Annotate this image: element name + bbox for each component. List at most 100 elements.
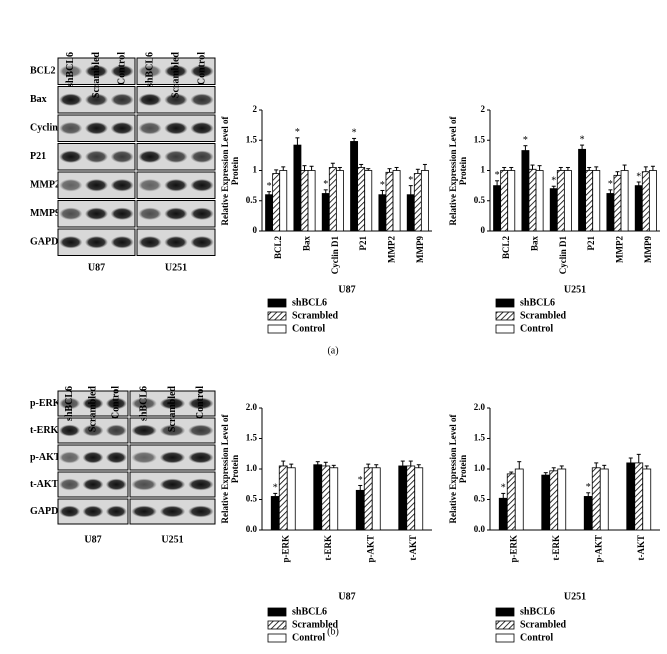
- legend-swatch: [495, 311, 515, 321]
- y-axis-label: Relative Expression Level of Protein: [448, 414, 468, 524]
- blot-band: [105, 451, 127, 464]
- blot-band: [138, 178, 162, 192]
- blot-band: [131, 397, 157, 410]
- lane-label: Control: [196, 52, 207, 85]
- significance-marker: *: [267, 181, 272, 192]
- legend-label: Scrambled: [520, 619, 567, 630]
- blot-band: [138, 121, 162, 135]
- blot-band: [164, 150, 188, 164]
- blot-band: [59, 121, 83, 135]
- bar: [270, 496, 280, 531]
- blot-band: [84, 178, 109, 192]
- blot-band: [188, 451, 214, 464]
- blot-band: [190, 150, 214, 164]
- blot-band: [59, 64, 83, 78]
- blot-band: [110, 207, 134, 221]
- blot-band: [159, 397, 186, 410]
- legend-swatch: [495, 298, 515, 308]
- bar: [549, 470, 559, 531]
- blot-band: [138, 235, 162, 249]
- x-tick-label: MMP2: [615, 236, 625, 263]
- group-label: U87: [84, 534, 101, 545]
- y-tick-label: 1: [253, 165, 258, 175]
- blot-band: [159, 451, 186, 464]
- blot-band: [138, 64, 162, 78]
- significance-marker: *: [586, 482, 591, 493]
- bar: [272, 173, 281, 232]
- blot-band: [110, 121, 134, 135]
- significance-marker: *: [295, 127, 300, 138]
- bar: [528, 168, 537, 232]
- blot-band: [188, 505, 214, 518]
- y-tick-label: 0: [481, 225, 486, 235]
- y-tick-label: 2: [253, 104, 258, 114]
- lane-label: Scrambled: [87, 386, 98, 433]
- bar: [613, 174, 622, 232]
- blot-row-label: MMP9: [30, 208, 60, 219]
- blot-band: [59, 397, 81, 410]
- blot-band: [82, 505, 104, 518]
- y-tick-label: 2.0: [246, 402, 258, 412]
- lane-label: shBCL6: [144, 52, 155, 87]
- legend-swatch: [495, 620, 515, 630]
- x-tick-label: BCL2: [273, 236, 283, 260]
- blot-row-label: Cyclin D1: [30, 123, 73, 134]
- blot-band: [190, 178, 214, 192]
- blot-band: [164, 207, 188, 221]
- blot-band: [164, 178, 188, 192]
- blot-band: [138, 207, 162, 221]
- blot-band: [84, 121, 109, 135]
- blot-band: [110, 178, 134, 192]
- significance-marker: *: [323, 179, 328, 190]
- blot-band: [105, 505, 127, 518]
- bar: [599, 468, 609, 531]
- legend-swatch: [495, 324, 515, 334]
- blot-band: [164, 93, 188, 107]
- bar: [414, 467, 424, 531]
- x-axis-label: U251: [564, 284, 586, 295]
- bar: [321, 465, 331, 531]
- blot-band: [110, 93, 134, 107]
- bar: [413, 173, 422, 232]
- bar: [648, 170, 657, 232]
- legend-swatch: [267, 324, 287, 334]
- blot-row-label: p-AKT: [30, 452, 61, 463]
- blot-row-label: Bax: [30, 94, 47, 105]
- x-tick-label: P21: [358, 236, 368, 251]
- bar: [498, 497, 508, 531]
- blot-band: [59, 93, 83, 107]
- bar: [392, 170, 401, 232]
- blot-band: [190, 121, 214, 135]
- significance-marker: *: [408, 175, 413, 186]
- x-tick-label: p-AKT: [365, 535, 375, 563]
- blot-band: [84, 64, 109, 78]
- bar: [585, 170, 594, 232]
- y-tick-label: 2.0: [474, 402, 486, 412]
- y-axis-label: Relative Expression Level of Protein: [220, 115, 240, 226]
- bar: [507, 170, 516, 232]
- blot-band: [59, 424, 81, 437]
- bar: [328, 167, 337, 232]
- blot-row-label: p-ERK: [30, 398, 61, 409]
- bar: [406, 194, 415, 232]
- legend-swatch: [495, 607, 515, 617]
- blot-band: [138, 150, 162, 164]
- blot-band: [59, 207, 83, 221]
- legend-swatch: [267, 298, 287, 308]
- y-tick-label: 0.0: [474, 524, 486, 534]
- blot-row-label: t-AKT: [30, 479, 59, 490]
- x-tick-label: p-ERK: [508, 535, 518, 563]
- bar: [583, 496, 593, 531]
- blot-band: [84, 235, 109, 249]
- legend-swatch: [267, 607, 287, 617]
- x-axis-label: U251: [564, 591, 586, 602]
- blot-band: [131, 424, 157, 437]
- significance-marker: *: [495, 170, 500, 181]
- blot-row-label: MMP2: [30, 180, 60, 191]
- bar: [557, 468, 567, 531]
- bar: [378, 194, 387, 232]
- bar: [578, 148, 587, 232]
- y-tick-label: 0.5: [246, 195, 258, 205]
- significance-marker: *: [501, 483, 506, 494]
